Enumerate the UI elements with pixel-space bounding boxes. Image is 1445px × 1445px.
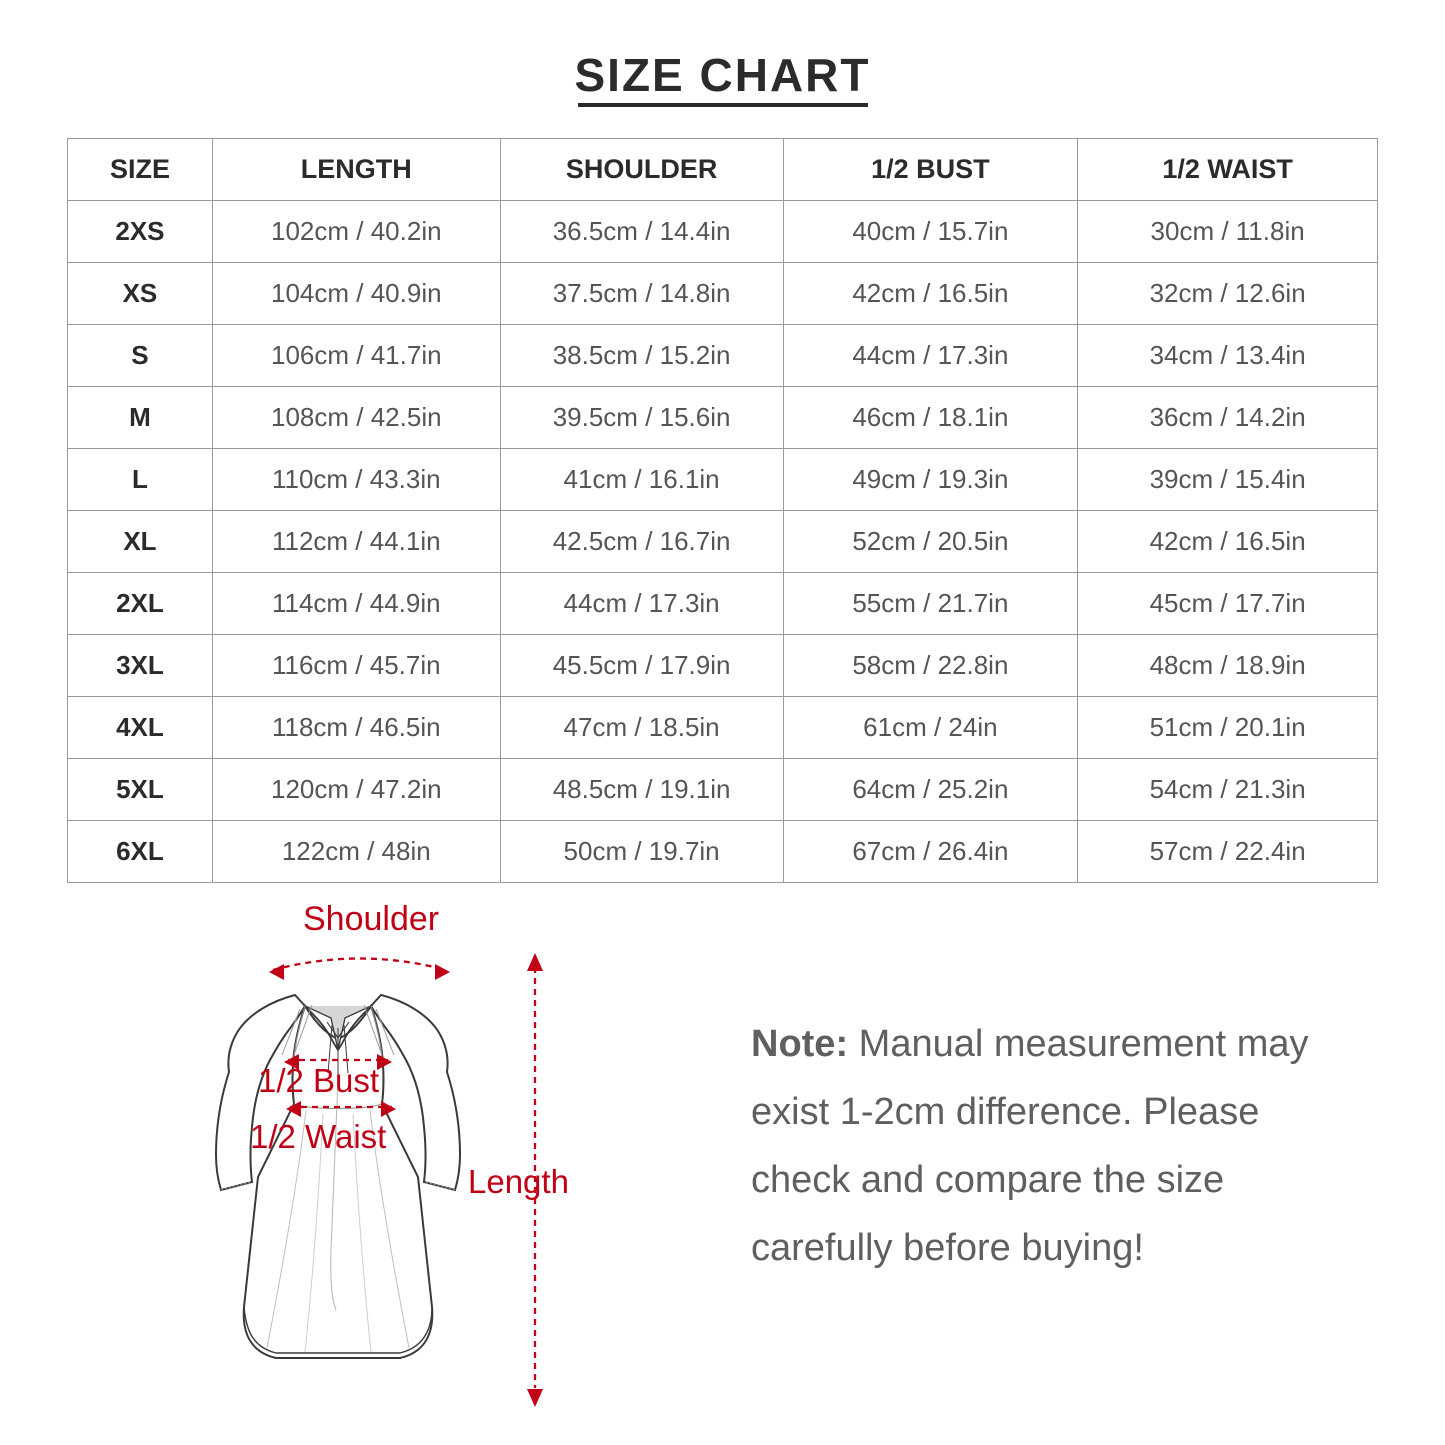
svg-text:1/2 Waist: 1/2 Waist xyxy=(250,1118,386,1155)
svg-text:1/2 Bust: 1/2 Bust xyxy=(258,1062,379,1099)
svg-text:Shoulder: Shoulder xyxy=(303,900,439,938)
svg-text:Length: Length xyxy=(468,1163,569,1200)
